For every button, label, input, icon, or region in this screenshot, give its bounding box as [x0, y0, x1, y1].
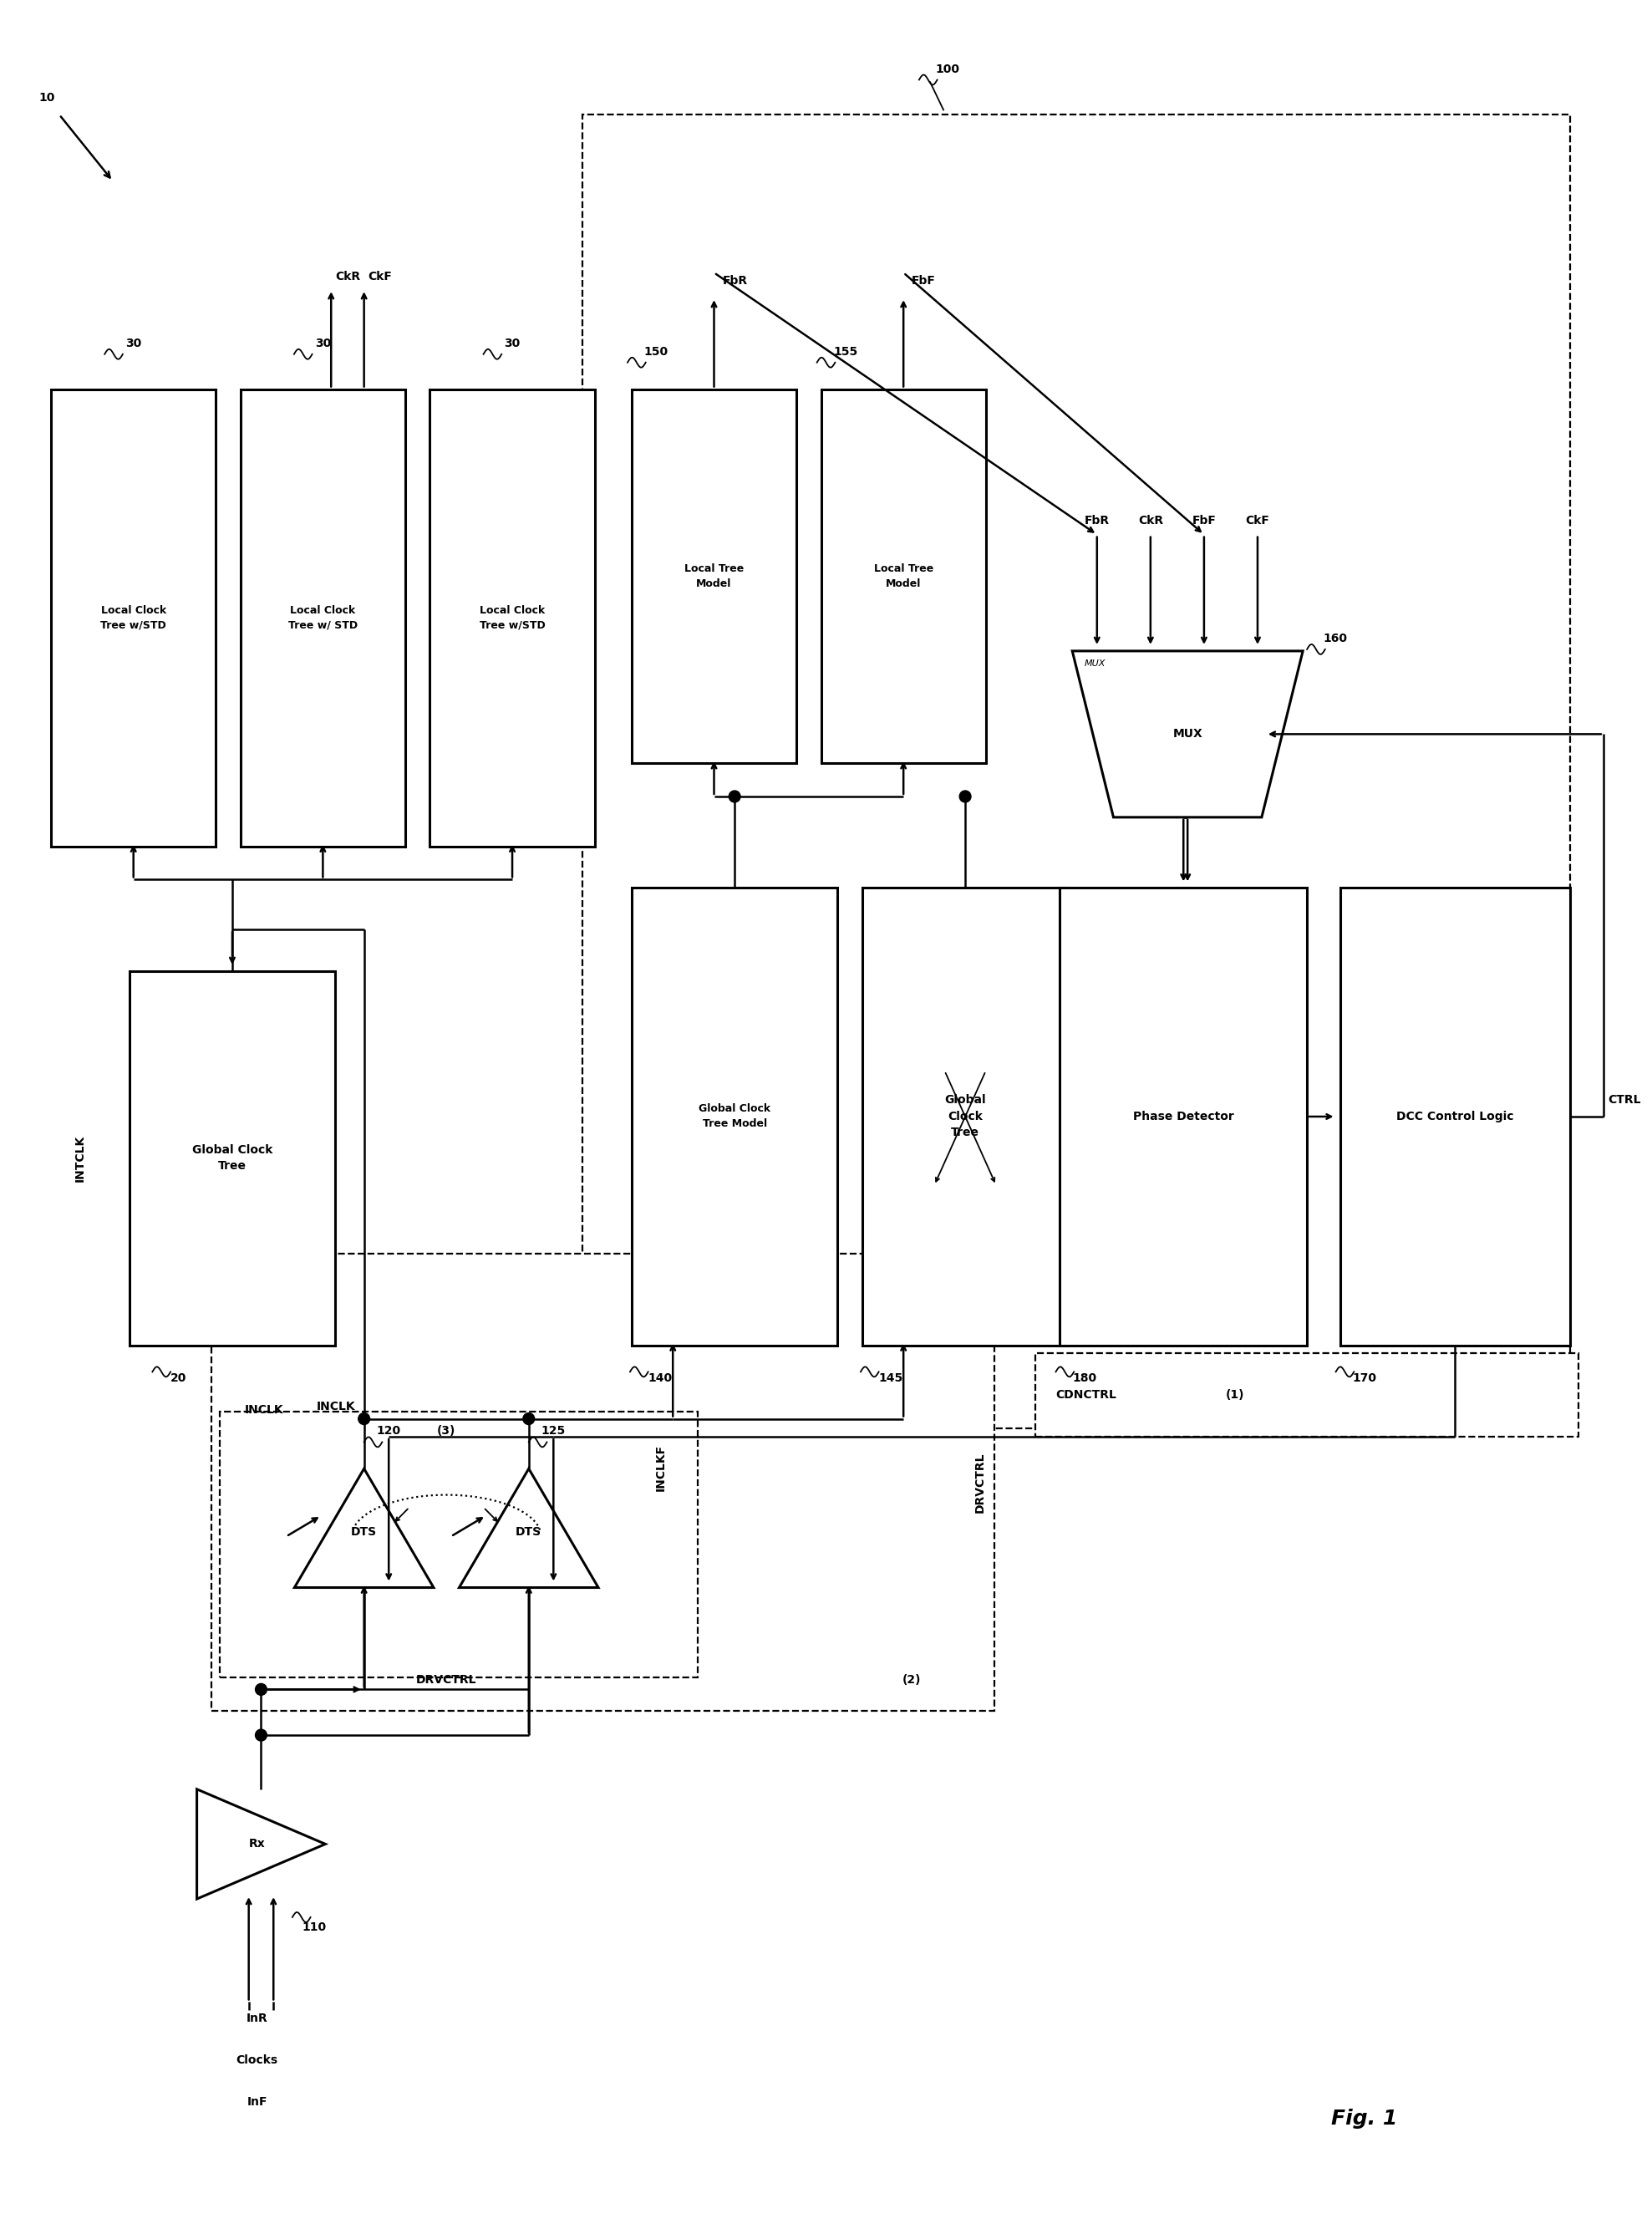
Bar — [430, 389, 595, 847]
Circle shape — [358, 1412, 370, 1426]
Text: 100: 100 — [935, 62, 960, 76]
Text: FbF: FbF — [1193, 514, 1216, 527]
Text: INTCLK: INTCLK — [74, 1134, 86, 1181]
Text: (1): (1) — [1226, 1390, 1244, 1401]
Text: MUX: MUX — [1085, 658, 1105, 667]
Text: DTS: DTS — [515, 1526, 542, 1539]
Text: INCLK: INCLK — [317, 1401, 355, 1412]
Circle shape — [729, 792, 740, 803]
Text: Local Tree
Model: Local Tree Model — [874, 563, 933, 589]
Bar — [1036, 1354, 1579, 1437]
Bar — [129, 972, 335, 1346]
Circle shape — [256, 1730, 268, 1741]
Text: DRVCTRL: DRVCTRL — [416, 1675, 477, 1686]
Text: Global
Clock
Tree: Global Clock Tree — [945, 1094, 986, 1139]
Text: INCLK: INCLK — [244, 1403, 284, 1417]
Circle shape — [524, 1412, 535, 1426]
Text: Local Clock
Tree w/STD: Local Clock Tree w/STD — [101, 605, 167, 632]
Text: Rx: Rx — [249, 1839, 266, 1850]
Text: 30: 30 — [316, 338, 330, 349]
Text: Fig. 1: Fig. 1 — [1332, 2108, 1398, 2128]
Text: 120: 120 — [377, 1426, 401, 1437]
Text: 145: 145 — [879, 1372, 904, 1383]
Polygon shape — [459, 1468, 598, 1588]
Bar — [862, 887, 1069, 1346]
Text: DCC Control Logic: DCC Control Logic — [1396, 1110, 1513, 1123]
Text: 160: 160 — [1323, 632, 1348, 645]
Text: 20: 20 — [170, 1372, 187, 1383]
Bar — [821, 389, 986, 763]
Bar — [631, 389, 796, 763]
Text: 30: 30 — [504, 338, 520, 349]
Text: 110: 110 — [302, 1922, 327, 1933]
Text: 155: 155 — [834, 345, 857, 358]
Text: 170: 170 — [1353, 1372, 1376, 1383]
Text: Global Clock
Tree Model: Global Clock Tree Model — [699, 1103, 770, 1130]
Text: DRVCTRL: DRVCTRL — [975, 1452, 986, 1512]
Text: 10: 10 — [40, 91, 55, 105]
Text: CTRL: CTRL — [1607, 1094, 1640, 1105]
Bar — [51, 389, 216, 847]
Text: 125: 125 — [542, 1426, 565, 1437]
Text: 140: 140 — [648, 1372, 672, 1383]
Text: Clocks: Clocks — [236, 2055, 278, 2066]
Text: FbR: FbR — [722, 276, 747, 287]
Text: CkR: CkR — [1138, 514, 1163, 527]
Text: (3): (3) — [438, 1426, 456, 1437]
Text: CDNCTRL: CDNCTRL — [1056, 1390, 1117, 1401]
Text: Phase Detector: Phase Detector — [1133, 1110, 1234, 1123]
Text: DTS: DTS — [350, 1526, 377, 1539]
Text: Local Clock
Tree w/STD: Local Clock Tree w/STD — [479, 605, 545, 632]
Bar — [1061, 887, 1307, 1346]
Text: FbR: FbR — [1084, 514, 1110, 527]
Text: InR: InR — [246, 2013, 268, 2024]
Circle shape — [960, 792, 971, 803]
Text: INCLKF: INCLKF — [654, 1443, 666, 1490]
Text: CkF: CkF — [368, 271, 392, 282]
Text: Global Clock
Tree: Global Clock Tree — [192, 1143, 273, 1172]
Text: InF: InF — [246, 2095, 268, 2108]
Bar — [631, 887, 838, 1346]
Bar — [582, 116, 1571, 1428]
Text: CkR: CkR — [335, 271, 360, 282]
Text: MUX: MUX — [1173, 727, 1203, 741]
Circle shape — [256, 1684, 268, 1695]
Text: Local Tree
Model: Local Tree Model — [684, 563, 743, 589]
Polygon shape — [197, 1788, 325, 1899]
Bar — [241, 389, 405, 847]
Text: FbF: FbF — [912, 276, 935, 287]
Bar — [220, 1412, 697, 1677]
Text: CkF: CkF — [1246, 514, 1270, 527]
Text: 150: 150 — [644, 345, 669, 358]
Polygon shape — [294, 1468, 433, 1588]
Polygon shape — [1072, 652, 1303, 816]
Text: (2): (2) — [902, 1675, 922, 1686]
Bar — [211, 1254, 995, 1710]
Text: Local Clock
Tree w/ STD: Local Clock Tree w/ STD — [287, 605, 357, 632]
Text: 30: 30 — [126, 338, 142, 349]
Bar — [1340, 887, 1571, 1346]
Text: 180: 180 — [1072, 1372, 1097, 1383]
